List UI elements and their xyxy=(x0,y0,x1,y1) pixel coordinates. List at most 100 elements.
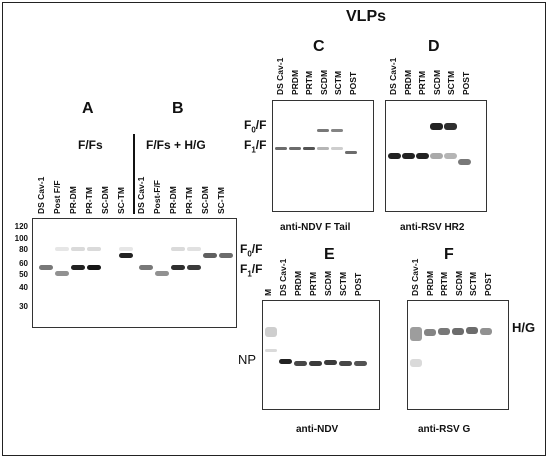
lane-label: SCDM xyxy=(431,69,442,95)
blot-band xyxy=(480,328,492,335)
blot-band xyxy=(354,361,367,366)
panel-b-subtitle: F/Fs + H/G xyxy=(146,138,206,152)
panel-e-caption: anti-NDV xyxy=(296,424,339,435)
blot-band xyxy=(119,247,133,251)
lane-label: POST xyxy=(347,71,358,95)
blot-band xyxy=(345,151,357,154)
blot-band xyxy=(187,265,201,270)
panel-c-f0-label: F0/F xyxy=(244,118,267,135)
lane-label: DS Cav-1 xyxy=(388,57,398,95)
lane-label: SCTM xyxy=(333,70,343,95)
blot-band xyxy=(317,147,329,150)
panel-d-letter: D xyxy=(428,38,440,55)
figure-title: VLPs xyxy=(346,8,387,25)
blot-band xyxy=(430,123,443,130)
blot-band xyxy=(317,129,329,132)
panel-c-blot xyxy=(272,100,374,212)
lane-label: PRTM xyxy=(308,271,318,296)
lane-label: DS Cav-1 xyxy=(136,176,146,214)
lane-label: DS Cav-1 xyxy=(278,258,288,296)
blot-band xyxy=(303,147,315,150)
blot-band xyxy=(119,253,133,258)
panel-f-blot xyxy=(407,300,509,410)
panel-a-subtitle: F/Fs xyxy=(78,138,103,152)
mw-marker-label: 50 xyxy=(19,270,28,279)
lane-label: M xyxy=(263,288,273,296)
blot-band xyxy=(410,359,422,367)
panel-a-letter: A xyxy=(82,100,94,117)
blot-band xyxy=(155,271,169,276)
blot-band xyxy=(424,329,436,336)
hg-label: H/G xyxy=(512,320,536,335)
blot-band xyxy=(438,328,450,335)
blot-band xyxy=(289,147,301,150)
panel-c-f1-label: F1/F xyxy=(244,138,267,155)
blot-band xyxy=(139,265,153,270)
panel-b-letter: B xyxy=(172,100,184,117)
np-label: NP xyxy=(238,352,257,367)
lane-label: PRDM xyxy=(424,270,435,296)
blot-band xyxy=(466,327,478,334)
panel-d-blot xyxy=(385,100,487,212)
blot-band xyxy=(171,247,185,251)
mw-marker-label: 80 xyxy=(19,245,28,254)
blot-band xyxy=(339,361,352,366)
mw-marker-label: 40 xyxy=(19,283,28,292)
lane-label: PR-TM xyxy=(184,187,194,214)
blot-band xyxy=(331,147,343,150)
blot-band xyxy=(458,159,471,165)
blot-band xyxy=(87,265,101,270)
blot-band xyxy=(309,361,322,366)
blot-band xyxy=(444,123,457,130)
blot-band xyxy=(324,360,337,365)
lane-label: SC-DM xyxy=(100,186,110,214)
mw-marker-label: 100 xyxy=(14,234,28,243)
blot-band xyxy=(430,153,443,159)
mw-marker-label: 60 xyxy=(19,259,28,268)
lane-label: DS Cav-1 xyxy=(275,57,285,95)
blot-band xyxy=(388,153,401,159)
blot-band xyxy=(171,265,185,270)
lane-label: PRDM xyxy=(289,69,300,95)
lane-label: PR-DM xyxy=(168,186,178,214)
blot-band xyxy=(416,153,429,159)
blot-band xyxy=(294,361,307,366)
lane-label: SC-TM xyxy=(116,187,126,214)
panel-c-letter: C xyxy=(313,38,325,55)
panel-ab-blot xyxy=(32,218,237,328)
lane-label: PR-TM xyxy=(84,187,94,214)
f0-label: F0/F xyxy=(240,242,263,259)
blot-band xyxy=(331,129,343,132)
panel-e-blot xyxy=(262,300,380,410)
blot-band xyxy=(402,153,415,159)
lane-label: PRDM xyxy=(402,69,413,95)
lane-label: POST xyxy=(482,272,493,296)
panel-ab-divider xyxy=(133,134,135,214)
blot-band xyxy=(444,153,457,159)
blot-band xyxy=(410,327,422,341)
blot-band xyxy=(265,327,277,337)
lane-label: SCDM xyxy=(323,270,333,296)
blot-band xyxy=(203,253,217,258)
lane-label: SC-DM xyxy=(200,186,210,214)
figure-frame xyxy=(2,2,546,456)
lane-label: SCTM xyxy=(446,70,456,95)
blot-band xyxy=(452,328,464,335)
lane-label: SC-TM xyxy=(216,187,226,214)
blot-band xyxy=(71,247,85,251)
blot-band xyxy=(219,253,233,258)
blot-band xyxy=(55,271,69,276)
panel-d-caption: anti-RSV HR2 xyxy=(400,222,465,233)
panel-f-letter: F xyxy=(444,246,454,263)
lane-label: DS Cav-1 xyxy=(36,176,46,214)
lane-label: PR-DM xyxy=(68,186,78,214)
lane-label: Post-F/F xyxy=(152,180,162,214)
lane-label: PRTM xyxy=(304,70,314,95)
blot-band xyxy=(265,349,277,352)
lane-label: DS Cav-1 xyxy=(410,258,420,296)
lane-label: PRDM xyxy=(293,270,303,296)
blot-band xyxy=(39,265,53,270)
lane-label: PRTM xyxy=(439,271,449,296)
lane-label: POST xyxy=(353,272,363,296)
f1-label: F1/F xyxy=(240,262,263,279)
